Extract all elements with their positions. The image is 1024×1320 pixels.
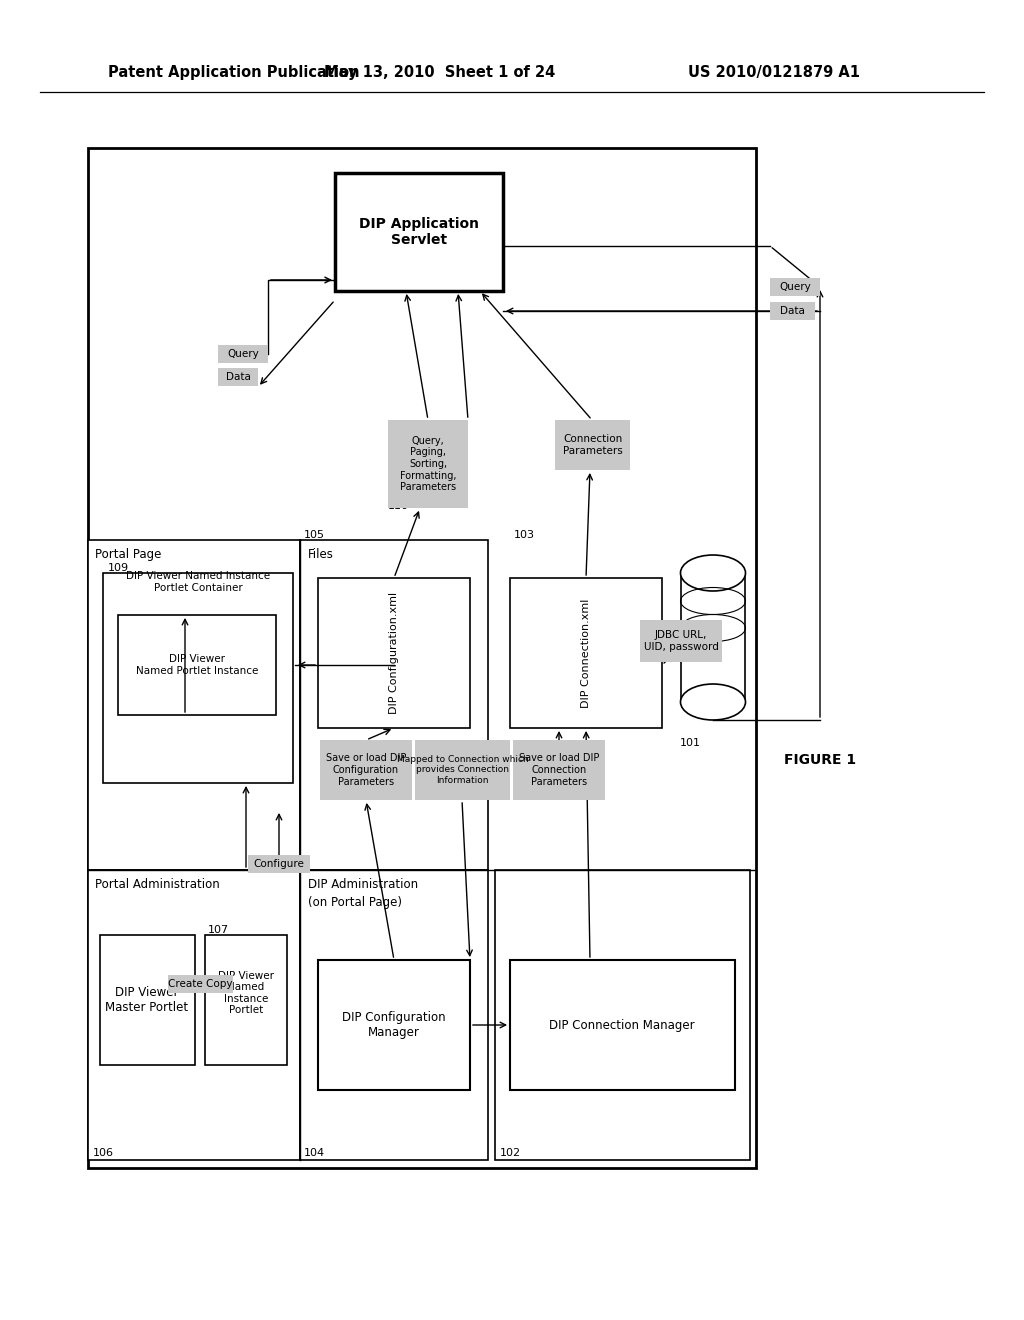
Bar [248,855,310,873]
Text: 108: 108 [274,861,296,870]
Bar [415,741,510,800]
Text: JDBC URL,
UID, password: JDBC URL, UID, password [643,630,719,652]
Bar [319,741,412,800]
Bar [300,540,488,870]
Text: 106: 106 [93,1148,114,1158]
Bar [168,975,233,993]
Ellipse shape [681,554,745,591]
Text: Configure: Configure [254,859,304,869]
Text: 101: 101 [680,738,701,748]
Text: DIP Connection Manager: DIP Connection Manager [549,1019,695,1031]
Text: DIP Configuration
Manager: DIP Configuration Manager [342,1011,445,1039]
Bar [388,420,468,508]
Text: Portal Administration: Portal Administration [95,878,220,891]
Text: Data: Data [225,372,251,381]
Text: Data: Data [780,306,805,315]
Bar [218,368,258,385]
Text: 107: 107 [208,925,229,935]
Bar [103,573,293,783]
Bar [770,302,815,319]
Text: 110: 110 [388,502,409,511]
Text: DIP Viewer
Named Portlet Instance: DIP Viewer Named Portlet Instance [136,655,258,676]
Text: 103: 103 [514,531,535,540]
Text: Save or load DIP
Connection
Parameters: Save or load DIP Connection Parameters [519,754,599,787]
Text: FIGURE 1: FIGURE 1 [784,752,856,767]
Bar [118,615,276,715]
Bar [513,741,605,800]
Bar [510,578,662,729]
Text: 102: 102 [500,1148,521,1158]
Bar [300,870,488,1160]
Text: Create Copy: Create Copy [168,979,232,989]
Text: DIP Viewer
Named
Instance
Portlet: DIP Viewer Named Instance Portlet [218,970,274,1015]
Text: Query: Query [779,282,811,292]
Text: US 2010/0121879 A1: US 2010/0121879 A1 [688,65,860,79]
Bar [205,935,287,1065]
Bar [640,620,722,663]
Bar [88,870,300,1160]
Bar [218,345,268,363]
Text: 105: 105 [304,531,325,540]
Text: (on Portal Page): (on Portal Page) [308,896,402,909]
Text: DIP Viewer Named Instance
Portlet Container: DIP Viewer Named Instance Portlet Contai… [126,572,270,593]
Ellipse shape [681,684,745,719]
Text: Patent Application Publication: Patent Application Publication [108,65,359,79]
Text: Mapped to Connection which
provides Connection
Information: Mapped to Connection which provides Conn… [396,755,528,785]
Bar [88,148,756,1168]
Bar [88,540,300,870]
Bar [555,420,630,470]
Text: DIP Connection.xml: DIP Connection.xml [581,598,591,708]
Text: 104: 104 [304,1148,326,1158]
Text: Query,
Paging,
Sorting,
Formatting,
Parameters: Query, Paging, Sorting, Formatting, Para… [399,436,457,492]
Bar [335,173,503,290]
Text: May 13, 2010  Sheet 1 of 24: May 13, 2010 Sheet 1 of 24 [325,65,556,79]
Text: DIP Application
Servlet: DIP Application Servlet [359,216,479,247]
Text: DIP Viewer
Master Portlet: DIP Viewer Master Portlet [105,986,188,1014]
Bar [318,578,470,729]
Bar [318,960,470,1090]
Text: 109: 109 [108,564,129,573]
Text: Save or load DIP
Configuration
Parameters: Save or load DIP Configuration Parameter… [326,754,407,787]
Text: DIP Administration: DIP Administration [308,878,418,891]
Bar [495,870,750,1160]
Text: Query: Query [227,348,259,359]
Text: Files: Files [308,548,334,561]
Bar [100,935,195,1065]
Text: Connection
Parameters: Connection Parameters [562,434,623,455]
Bar [510,960,735,1090]
Text: DIP Configuration.xml: DIP Configuration.xml [389,591,399,714]
Bar [770,279,820,296]
Text: Portal Page: Portal Page [95,548,162,561]
